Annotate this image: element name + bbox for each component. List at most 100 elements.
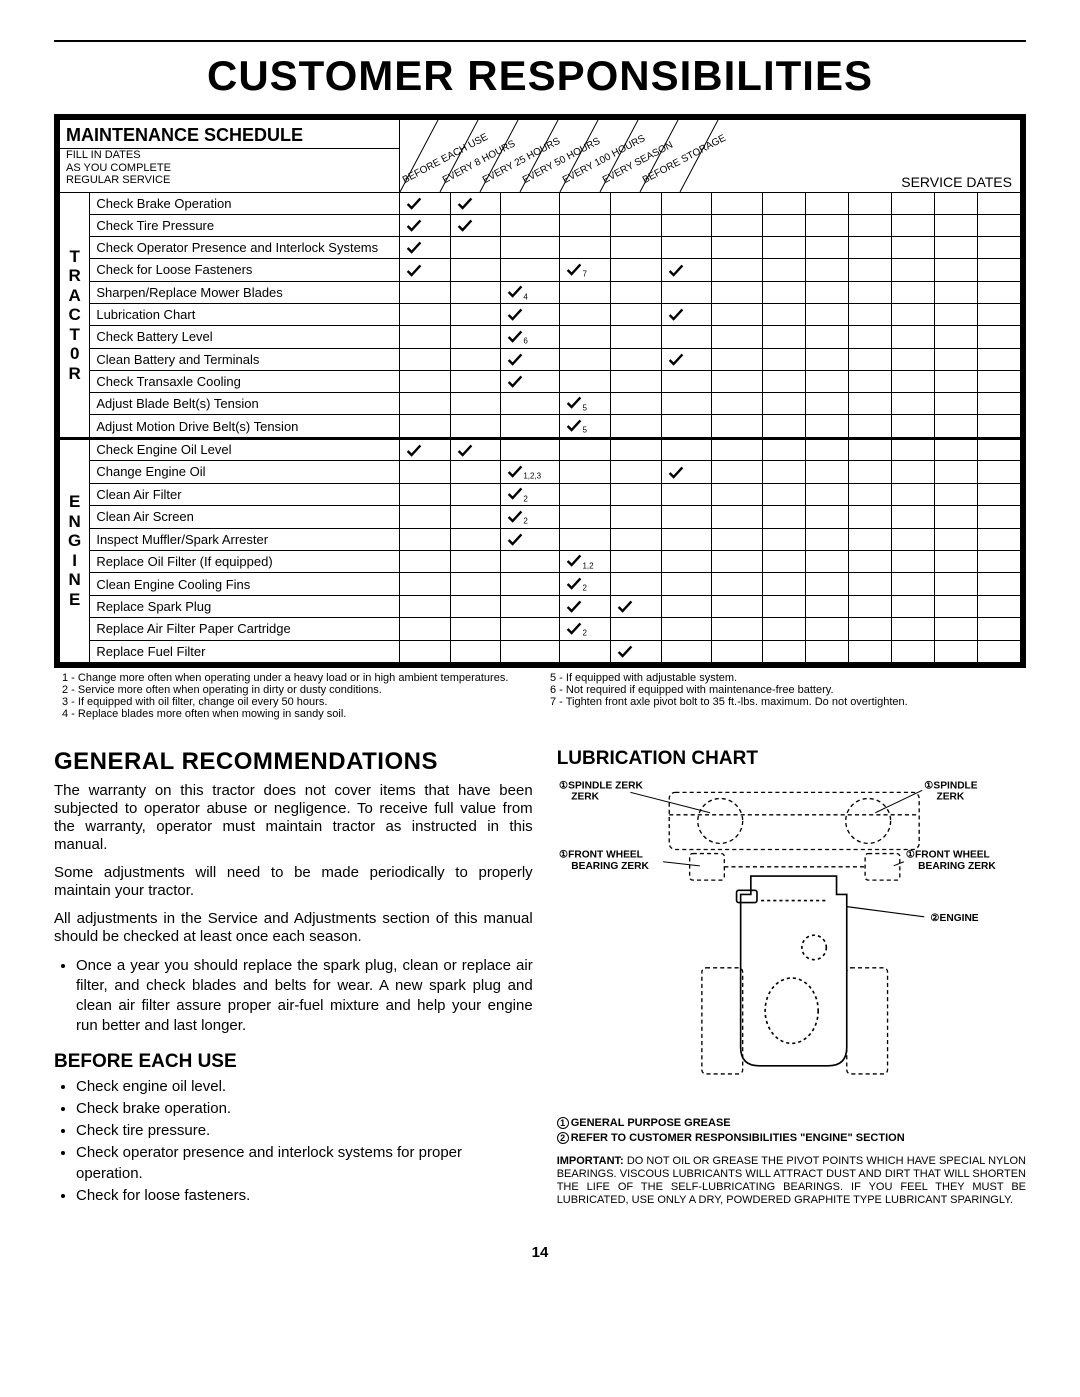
service-date-cell[interactable] (891, 326, 934, 349)
service-date-cell[interactable] (891, 392, 934, 415)
service-date-cell[interactable] (977, 237, 1020, 259)
service-date-cell[interactable] (977, 460, 1020, 483)
service-date-cell[interactable] (848, 237, 891, 259)
service-date-cell[interactable] (848, 215, 891, 237)
service-date-cell[interactable] (805, 259, 848, 282)
service-date-cell[interactable] (805, 550, 848, 573)
service-date-cell[interactable] (762, 304, 805, 326)
service-date-cell[interactable] (934, 392, 977, 415)
service-date-cell[interactable] (848, 483, 891, 506)
service-date-cell[interactable] (977, 215, 1020, 237)
service-date-cell[interactable] (848, 326, 891, 349)
service-date-cell[interactable] (805, 392, 848, 415)
service-date-cell[interactable] (891, 237, 934, 259)
service-date-cell[interactable] (977, 370, 1020, 392)
service-date-cell[interactable] (848, 460, 891, 483)
service-date-cell[interactable] (977, 506, 1020, 529)
service-date-cell[interactable] (848, 348, 891, 370)
service-date-cell[interactable] (891, 304, 934, 326)
service-date-cell[interactable] (805, 215, 848, 237)
service-date-cell[interactable] (934, 348, 977, 370)
service-date-cell[interactable] (848, 259, 891, 282)
service-date-cell[interactable] (805, 415, 848, 439)
service-date-cell[interactable] (977, 348, 1020, 370)
service-date-cell[interactable] (848, 438, 891, 460)
service-date-cell[interactable] (762, 595, 805, 617)
service-date-cell[interactable] (934, 550, 977, 573)
service-date-cell[interactable] (762, 237, 805, 259)
service-date-cell[interactable] (762, 550, 805, 573)
service-date-cell[interactable] (934, 259, 977, 282)
service-date-cell[interactable] (891, 617, 934, 640)
service-date-cell[interactable] (848, 506, 891, 529)
service-date-cell[interactable] (934, 281, 977, 304)
service-date-cell[interactable] (934, 528, 977, 550)
service-date-cell[interactable] (762, 193, 805, 215)
service-date-cell[interactable] (762, 483, 805, 506)
service-date-cell[interactable] (891, 215, 934, 237)
service-date-cell[interactable] (762, 281, 805, 304)
service-date-cell[interactable] (762, 348, 805, 370)
service-date-cell[interactable] (977, 415, 1020, 439)
service-date-cell[interactable] (848, 370, 891, 392)
service-date-cell[interactable] (805, 483, 848, 506)
service-date-cell[interactable] (934, 326, 977, 349)
service-date-cell[interactable] (891, 595, 934, 617)
service-date-cell[interactable] (762, 438, 805, 460)
service-date-cell[interactable] (805, 506, 848, 529)
service-date-cell[interactable] (891, 640, 934, 662)
service-date-cell[interactable] (805, 617, 848, 640)
service-date-cell[interactable] (934, 640, 977, 662)
service-date-cell[interactable] (891, 528, 934, 550)
service-date-cell[interactable] (848, 193, 891, 215)
service-date-cell[interactable] (934, 193, 977, 215)
service-date-cell[interactable] (977, 392, 1020, 415)
service-date-cell[interactable] (891, 438, 934, 460)
service-date-cell[interactable] (762, 370, 805, 392)
service-date-cell[interactable] (891, 550, 934, 573)
service-date-cell[interactable] (977, 483, 1020, 506)
service-date-cell[interactable] (891, 483, 934, 506)
service-date-cell[interactable] (805, 304, 848, 326)
service-date-cell[interactable] (805, 573, 848, 596)
service-date-cell[interactable] (762, 506, 805, 529)
service-date-cell[interactable] (934, 370, 977, 392)
service-date-cell[interactable] (848, 573, 891, 596)
service-date-cell[interactable] (762, 640, 805, 662)
service-date-cell[interactable] (977, 550, 1020, 573)
service-date-cell[interactable] (977, 304, 1020, 326)
service-date-cell[interactable] (762, 528, 805, 550)
service-date-cell[interactable] (805, 326, 848, 349)
service-date-cell[interactable] (848, 415, 891, 439)
service-date-cell[interactable] (805, 595, 848, 617)
service-date-cell[interactable] (848, 640, 891, 662)
service-date-cell[interactable] (891, 370, 934, 392)
service-date-cell[interactable] (762, 259, 805, 282)
service-date-cell[interactable] (805, 438, 848, 460)
service-date-cell[interactable] (848, 595, 891, 617)
service-date-cell[interactable] (805, 370, 848, 392)
service-date-cell[interactable] (977, 259, 1020, 282)
service-date-cell[interactable] (934, 483, 977, 506)
service-date-cell[interactable] (891, 348, 934, 370)
service-date-cell[interactable] (891, 506, 934, 529)
service-date-cell[interactable] (805, 281, 848, 304)
service-date-cell[interactable] (891, 193, 934, 215)
service-date-cell[interactable] (891, 460, 934, 483)
service-date-cell[interactable] (805, 348, 848, 370)
service-date-cell[interactable] (762, 392, 805, 415)
service-date-cell[interactable] (891, 259, 934, 282)
service-date-cell[interactable] (891, 573, 934, 596)
service-date-cell[interactable] (805, 528, 848, 550)
service-date-cell[interactable] (977, 617, 1020, 640)
service-date-cell[interactable] (848, 528, 891, 550)
service-date-cell[interactable] (762, 460, 805, 483)
service-date-cell[interactable] (934, 415, 977, 439)
service-date-cell[interactable] (934, 506, 977, 529)
service-date-cell[interactable] (805, 193, 848, 215)
service-date-cell[interactable] (934, 573, 977, 596)
service-date-cell[interactable] (848, 304, 891, 326)
service-date-cell[interactable] (977, 573, 1020, 596)
service-date-cell[interactable] (934, 438, 977, 460)
service-date-cell[interactable] (848, 617, 891, 640)
